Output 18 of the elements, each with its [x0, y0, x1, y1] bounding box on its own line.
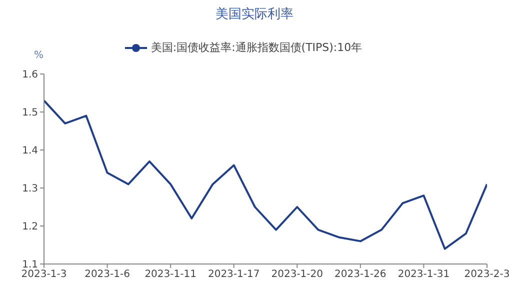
y-tick-label: 1.2: [22, 222, 38, 233]
y-tick-label: 1.4: [22, 146, 38, 157]
y-tick-label: 1.3: [22, 184, 38, 195]
y-tick-label: 1.5: [22, 108, 38, 119]
x-tick-label: 2023-1-31: [398, 269, 450, 280]
y-tick-label: 1.1: [22, 260, 38, 271]
x-tick-label: 2023-1-26: [334, 269, 386, 280]
y-tick-label: 1.6: [22, 70, 38, 81]
legend-label: 美国:国债收益率:通胀指数国债(TIPS):10年: [150, 40, 362, 55]
x-tick-label: 2023-1-6: [84, 269, 130, 280]
y-axis-title: %: [34, 50, 44, 61]
x-tick-label: 2023-1-20: [271, 269, 324, 280]
x-tick-label: 2023-1-11: [144, 269, 196, 280]
chart-title: 美国实际利率: [214, 6, 294, 23]
line-series: [44, 100, 487, 250]
x-tick-label: 2023-1-3: [21, 269, 67, 280]
x-tick-label: 2023-1-17: [208, 269, 260, 280]
x-tick-label: 2023-2-3: [464, 269, 509, 280]
